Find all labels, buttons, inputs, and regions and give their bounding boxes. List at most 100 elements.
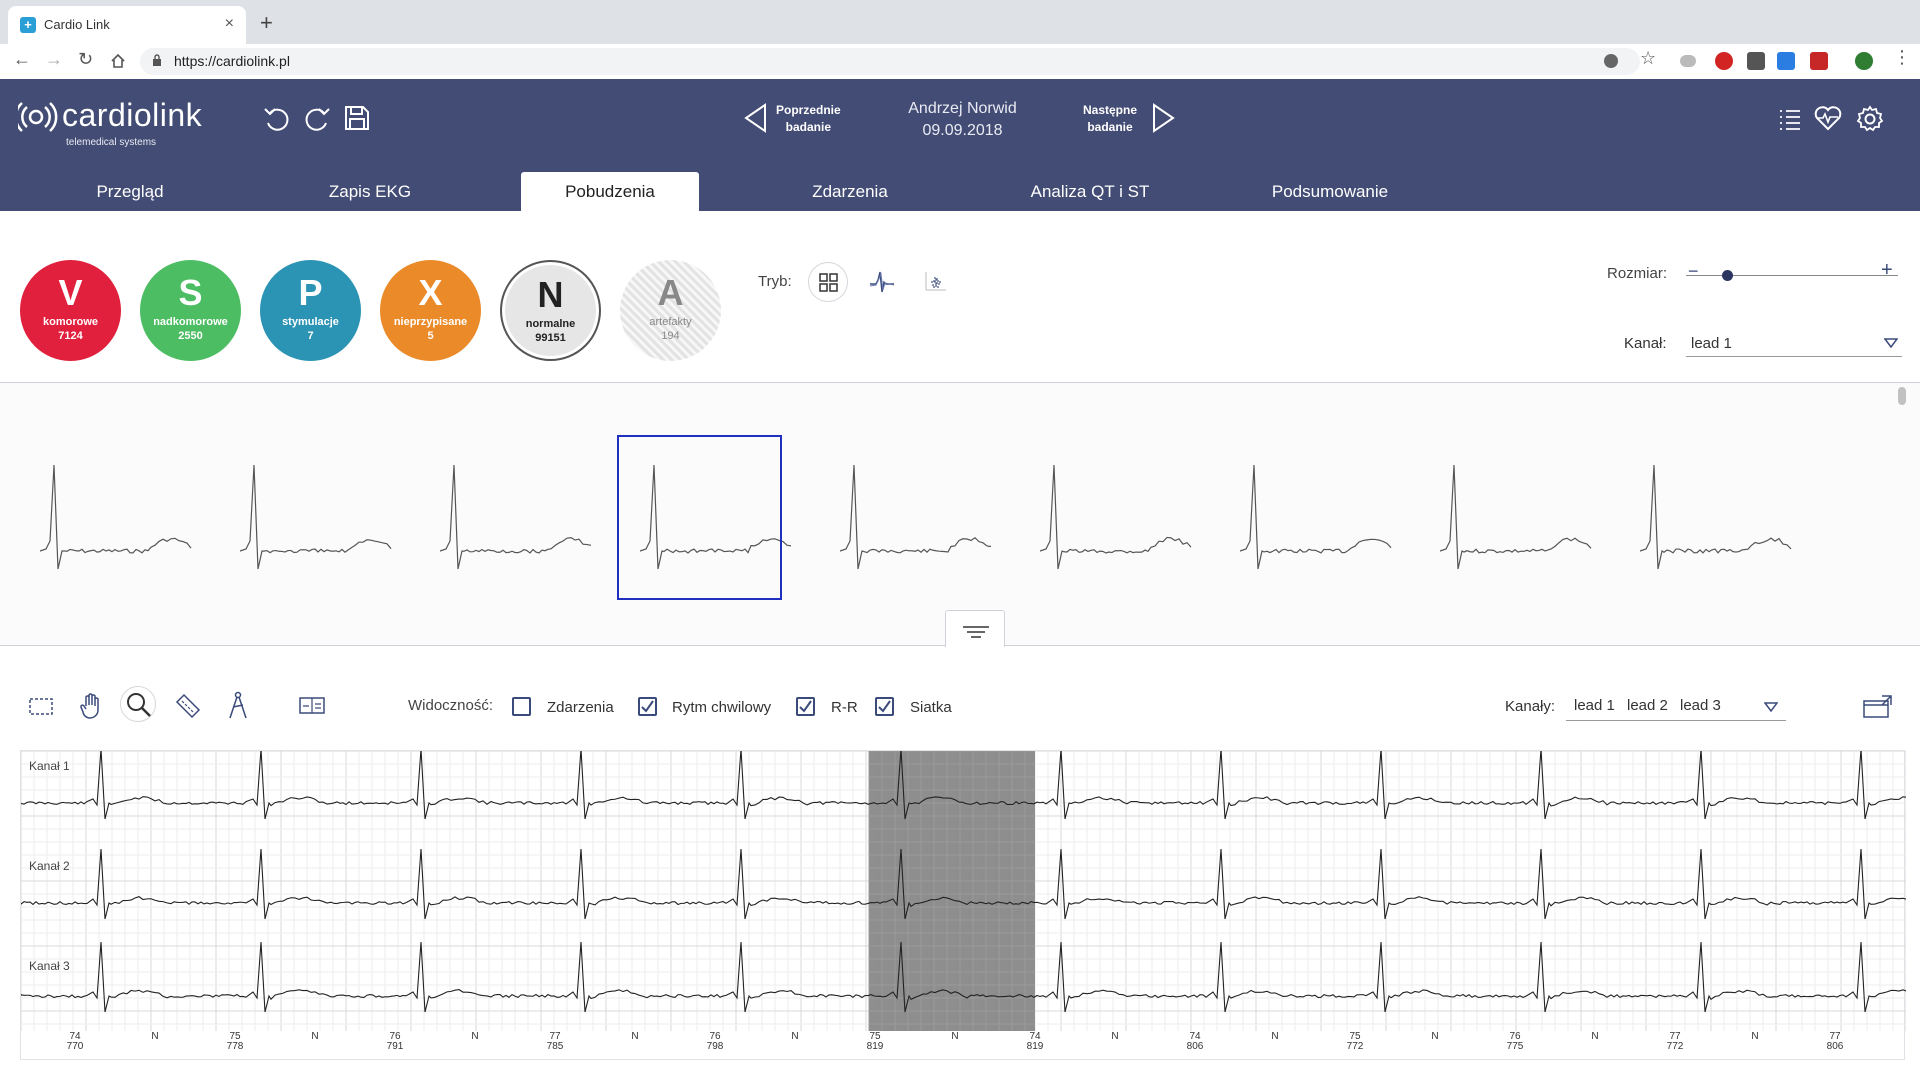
channel-select-value: lead 1	[1691, 335, 1732, 352]
size-label: Rozmiar:	[1607, 265, 1668, 282]
beats-panel	[0, 382, 1920, 646]
bookmark-star-icon[interactable]: ☆	[1640, 48, 1657, 68]
grid-checkbox[interactable]	[875, 697, 894, 716]
events-checkbox-label: Zdarzenia	[547, 699, 614, 716]
ecg-strip[interactable]	[20, 750, 1906, 1060]
app-header: cardiolink telemedical systems Poprzedni…	[0, 79, 1920, 211]
export-window-icon[interactable]	[1862, 694, 1894, 720]
reload-icon[interactable]: ↻	[78, 49, 94, 69]
annotation-top: 77	[1829, 1031, 1841, 1042]
class-p-name: stymulacje	[282, 316, 339, 328]
settings-extension-icon[interactable]	[1604, 54, 1618, 68]
chevron-down-icon	[1884, 338, 1898, 349]
beat-annotation: N	[1740, 1032, 1770, 1042]
class-x-bubble[interactable]: X nieprzypisane 5	[380, 260, 481, 361]
caliper-icon[interactable]	[226, 690, 250, 720]
close-tab-icon[interactable]: ×	[224, 15, 234, 32]
patient-name: Andrzej Norwid	[908, 100, 1017, 117]
tab-zapis-ekg[interactable]: Zapis EKG	[328, 182, 412, 201]
tab-analiza-qt-st[interactable]: Analiza QT i ST	[1030, 182, 1150, 201]
ublock-extension-icon[interactable]	[1810, 52, 1828, 70]
channels-label: Kanały:	[1505, 698, 1556, 715]
previous-exam-icon[interactable]	[743, 103, 767, 133]
browser-tab-title: Cardio Link	[44, 17, 110, 32]
channels-select[interactable]: lead 1 lead 2 lead 3	[1566, 691, 1786, 721]
redo-icon[interactable]	[302, 105, 332, 135]
browser-menu-icon[interactable]: ⋮	[1893, 47, 1911, 67]
annotation-top: N	[471, 1031, 479, 1042]
beat-annotation: 76 791	[380, 1032, 410, 1052]
new-tab-button[interactable]: +	[260, 10, 273, 35]
class-n-letter: N	[537, 274, 564, 315]
class-v-bubble[interactable]: V komorowe 7124	[20, 260, 121, 361]
compare-icon[interactable]	[298, 696, 326, 716]
exam-date: 09.09.2018	[922, 122, 1003, 139]
list-icon[interactable]	[1778, 107, 1802, 131]
beat-annotations: 74 770 N 75 778 N 76 791 N 77 785 N 76 798 N 75 819 N 74 81…	[20, 1030, 1905, 1056]
settings-gear-icon[interactable]	[1856, 105, 1884, 133]
forward-icon[interactable]: →	[45, 49, 63, 69]
browser-tab[interactable]: + Cardio Link ×	[8, 6, 246, 44]
checkmark-icon	[799, 700, 812, 713]
previous-exam-button[interactable]: Poprzednie badanie	[776, 102, 841, 136]
filter-toggle-button[interactable]	[945, 610, 1005, 647]
class-a-bubble[interactable]: A artefakty 194	[620, 260, 721, 361]
next-exam-icon[interactable]	[1152, 103, 1176, 133]
address-bar[interactable]: https://cardiolink.pl	[140, 48, 1640, 75]
save-icon[interactable]	[344, 105, 370, 133]
back-icon[interactable]: ←	[13, 49, 31, 69]
next-exam-button[interactable]: Następne badanie	[1083, 102, 1137, 136]
class-p-bubble[interactable]: P stymulacje 7	[260, 260, 361, 361]
beat-annotation: N	[1420, 1032, 1450, 1042]
selected-region	[869, 751, 1035, 1031]
rr-checkbox[interactable]	[796, 697, 815, 716]
beat-annotation: 77 806	[1820, 1032, 1850, 1052]
annotation-bottom: 791	[386, 1041, 404, 1052]
beat-annotation: 74 770	[60, 1032, 90, 1052]
annotation-top: 75	[229, 1031, 241, 1042]
overlay-mode-button[interactable]	[862, 262, 902, 302]
home-icon[interactable]	[110, 53, 126, 69]
beats-scrollbar[interactable]	[1898, 387, 1906, 405]
size-slider-knob[interactable]	[1721, 270, 1733, 281]
tab-podsumowanie[interactable]: Podsumowanie	[1271, 182, 1389, 201]
size-minus-button[interactable]: −	[1688, 261, 1699, 281]
class-n-bubble[interactable]: N normalne 99151	[500, 260, 601, 361]
profile-avatar[interactable]	[1855, 52, 1873, 70]
grid-mode-button[interactable]	[808, 262, 848, 302]
tab-zdarzenia[interactable]: Zdarzenia	[812, 182, 888, 201]
undo-icon[interactable]	[262, 105, 292, 135]
tab-przeglad[interactable]: Przegląd	[96, 182, 164, 201]
channel-3-label: Kanał 3	[29, 959, 70, 973]
beat-waveform	[1239, 464, 1392, 570]
select-icon[interactable]	[28, 697, 54, 717]
events-checkbox[interactable]	[512, 697, 531, 716]
youtube-extension-icon[interactable]	[1715, 52, 1733, 70]
ecg-traces	[21, 751, 1906, 1031]
zoom-button[interactable]	[120, 686, 156, 722]
annotation-bottom: 806	[1186, 1041, 1204, 1052]
hand-icon[interactable]	[78, 692, 104, 720]
heart-rate-checkbox[interactable]	[638, 697, 657, 716]
scatter-dot	[936, 278, 938, 280]
channel-label: Kanał:	[1624, 335, 1667, 352]
class-s-bubble[interactable]: S nadkomorowe 2550	[140, 260, 241, 361]
annotation-bottom: 778	[226, 1041, 244, 1052]
annotation-top: N	[1431, 1031, 1439, 1042]
size-plus-button[interactable]: +	[1881, 259, 1893, 281]
scatter-dot	[935, 285, 937, 287]
cloud-extension-icon[interactable]	[1680, 55, 1696, 67]
annotation-bottom: 798	[706, 1041, 724, 1052]
ruler-icon[interactable]	[174, 692, 202, 720]
scatter-mode-button[interactable]	[916, 262, 956, 302]
channel-2-label: Kanał 2	[29, 859, 70, 873]
channel-select[interactable]: lead 1	[1686, 329, 1902, 357]
size-slider-track[interactable]	[1686, 275, 1898, 276]
annotation-top: 75	[869, 1031, 881, 1042]
zoom-icon	[127, 693, 151, 717]
heart-monitor-icon[interactable]	[1814, 105, 1842, 131]
s-extension-icon[interactable]	[1777, 52, 1795, 70]
tab-pobudzenia[interactable]: Pobudzenia	[521, 172, 699, 211]
extension-icon[interactable]	[1747, 52, 1765, 70]
rr-checkbox-label: R-R	[831, 699, 858, 716]
